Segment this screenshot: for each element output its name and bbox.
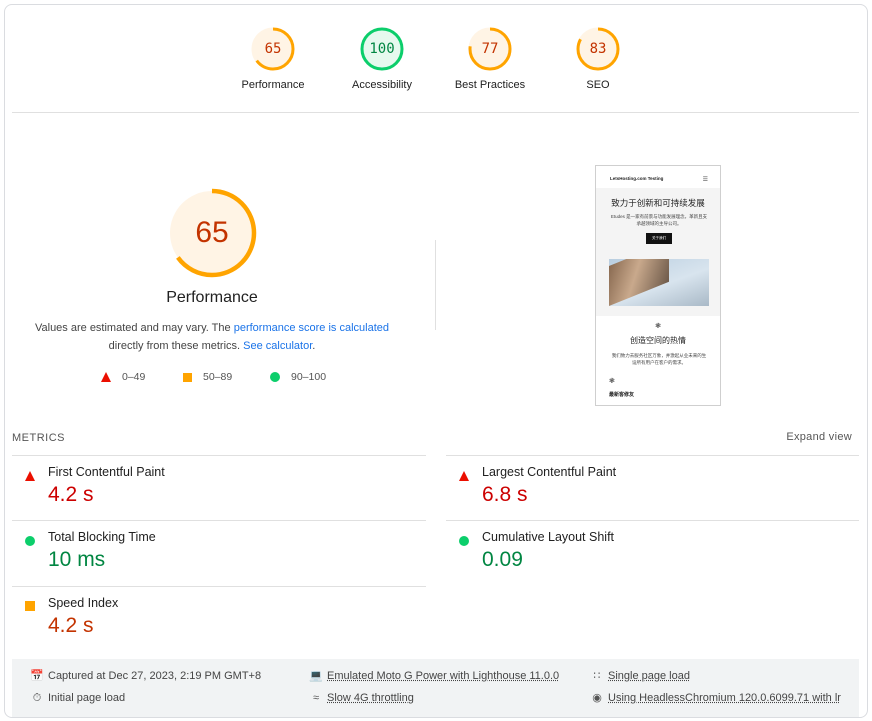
session-text: Single page load: [608, 670, 690, 682]
load-item: ⏱ Initial page load: [30, 691, 125, 705]
green-circle-icon: [459, 536, 469, 546]
session-item[interactable]: ∷ Single page load: [590, 669, 690, 683]
score-calculated-link[interactable]: performance score is calculated: [233, 322, 389, 334]
note-text: Values are estimated and may vary. The: [34, 322, 234, 334]
hero-button: 关于我们: [646, 233, 672, 244]
throttling-text: Slow 4G throttling: [327, 692, 414, 704]
page-screenshot[interactable]: LetsHosting.com Testing ☰ 致力于创新和可持续发展 Et…: [595, 165, 721, 406]
legend-range: 50–89: [203, 371, 233, 383]
device-item[interactable]: 💻 Emulated Moto G Power with Lighthouse 1…: [309, 669, 559, 683]
legend-range: 90–100: [291, 371, 327, 383]
performance-gauge: [167, 188, 257, 278]
asterisk-icon: ❃: [609, 378, 615, 385]
wifi-icon: ≈: [312, 692, 320, 704]
divider: [12, 520, 426, 521]
load-text: Initial page load: [48, 692, 126, 704]
asterisk-icon: ❃: [655, 323, 661, 330]
report-card: [4, 4, 868, 718]
performance-note: Values are estimated and may vary. The p…: [26, 319, 398, 355]
metric-name: Largest Contentful Paint: [482, 465, 617, 479]
timer-icon: ⏱: [32, 692, 42, 704]
gauge-label: Accessibility: [352, 79, 412, 91]
metric-name: First Contentful Paint: [48, 465, 165, 479]
red-triangle-icon: [25, 471, 35, 481]
gauge-value: 100: [369, 41, 395, 57]
captured-text: Captured at Dec 27, 2023, 2:19 PM GMT+8: [48, 670, 262, 682]
section-heading-small: 最新客修友: [609, 392, 635, 398]
chrome-icon: ◉: [592, 692, 602, 704]
red-triangle-icon: [101, 372, 111, 383]
divider: [12, 586, 426, 587]
runtime-settings: 📅 Captured at Dec 27, 2023, 2:19 PM GMT+8…: [12, 659, 859, 717]
metric-value: 10 ms: [48, 548, 106, 571]
note-text: directly from these metrics.: [108, 340, 244, 352]
hamburger-icon: ☰: [702, 177, 708, 183]
performance-score: 65: [195, 216, 229, 249]
gauge-performance[interactable]: 65 Performance: [218, 26, 328, 91]
note-text: .: [312, 340, 316, 352]
metric-name: Cumulative Layout Shift: [482, 530, 615, 544]
section-text: 我们致力去服务社区万象，并激起从业未来的生设所有用户在客户的需求。: [611, 353, 707, 365]
browser-text: Using HeadlessChromium 120.0.6099.71 wit…: [608, 692, 841, 704]
red-triangle-icon: [459, 471, 469, 481]
orange-square-icon: [183, 372, 192, 382]
site-name: LetsHosting.com Testing: [610, 176, 664, 181]
orange-square-icon: [25, 601, 35, 611]
gauge-best-practices[interactable]: 77 Best Practices: [435, 26, 545, 91]
divider: [12, 455, 426, 456]
divider: [446, 455, 859, 456]
green-circle-icon: [270, 372, 280, 383]
gauge-accessibility[interactable]: 100 Accessibility: [327, 26, 437, 91]
device-text: Emulated Moto G Power with Lighthouse 11…: [327, 670, 560, 682]
gauge-ring: [576, 27, 620, 71]
legend-fail: 0–49: [101, 371, 145, 383]
see-calculator-link[interactable]: See calculator: [243, 340, 313, 352]
gauge-seo[interactable]: 83 SEO: [543, 26, 653, 91]
expand-view-button[interactable]: Expand view: [786, 431, 852, 443]
metric-value: 6.8 s: [482, 483, 528, 506]
metrics-title: METRICS: [12, 432, 65, 444]
green-circle-icon: [25, 536, 35, 546]
metric-value: 4.2 s: [48, 614, 94, 637]
captured-item: 📅 Captured at Dec 27, 2023, 2:19 PM GMT+8: [30, 669, 261, 683]
metric-value: 4.2 s: [48, 483, 94, 506]
gauge-ring: [251, 27, 295, 71]
gauge-label: SEO: [586, 79, 610, 91]
gauge-ring: [468, 27, 512, 71]
gauge-value: 83: [589, 41, 607, 57]
legend-range: 0–49: [122, 371, 146, 383]
gauge-label: Performance: [241, 79, 305, 91]
throttling-item[interactable]: ≈ Slow 4G throttling: [309, 691, 414, 705]
gauge-label: Best Practices: [454, 79, 526, 91]
metric-name: Total Blocking Time: [48, 530, 156, 544]
hero-text: Etudes 是一家有前景与功能发展理念，革新且支承越领域的主导公司。: [610, 214, 708, 226]
hero-heading: 致力于创新和可持续发展: [611, 198, 705, 208]
metric-value: 0.09: [482, 548, 523, 571]
calendar-icon: 📅: [30, 670, 44, 682]
gauge-ring: [360, 27, 404, 71]
gauge-value: 65: [264, 41, 282, 57]
divider: [12, 112, 859, 113]
gauge-value: 77: [481, 41, 499, 57]
divider: [446, 520, 859, 521]
legend-average: 50–89: [183, 371, 232, 383]
nodes-icon: ∷: [593, 670, 601, 682]
browser-item[interactable]: ◉ Using HeadlessChromium 120.0.6099.71 wi…: [590, 691, 841, 705]
building-image: [609, 259, 709, 306]
performance-title: Performance: [166, 289, 258, 306]
metric-name: Speed Index: [48, 596, 119, 610]
devices-icon: 💻: [309, 670, 323, 682]
legend-pass: 90–100: [270, 371, 326, 383]
section-heading: 创造空间的热情: [630, 336, 686, 345]
vertical-divider: [435, 240, 436, 330]
score-gauges: 65 Performance 100 Accessibility 77 Best…: [0, 0, 872, 110]
